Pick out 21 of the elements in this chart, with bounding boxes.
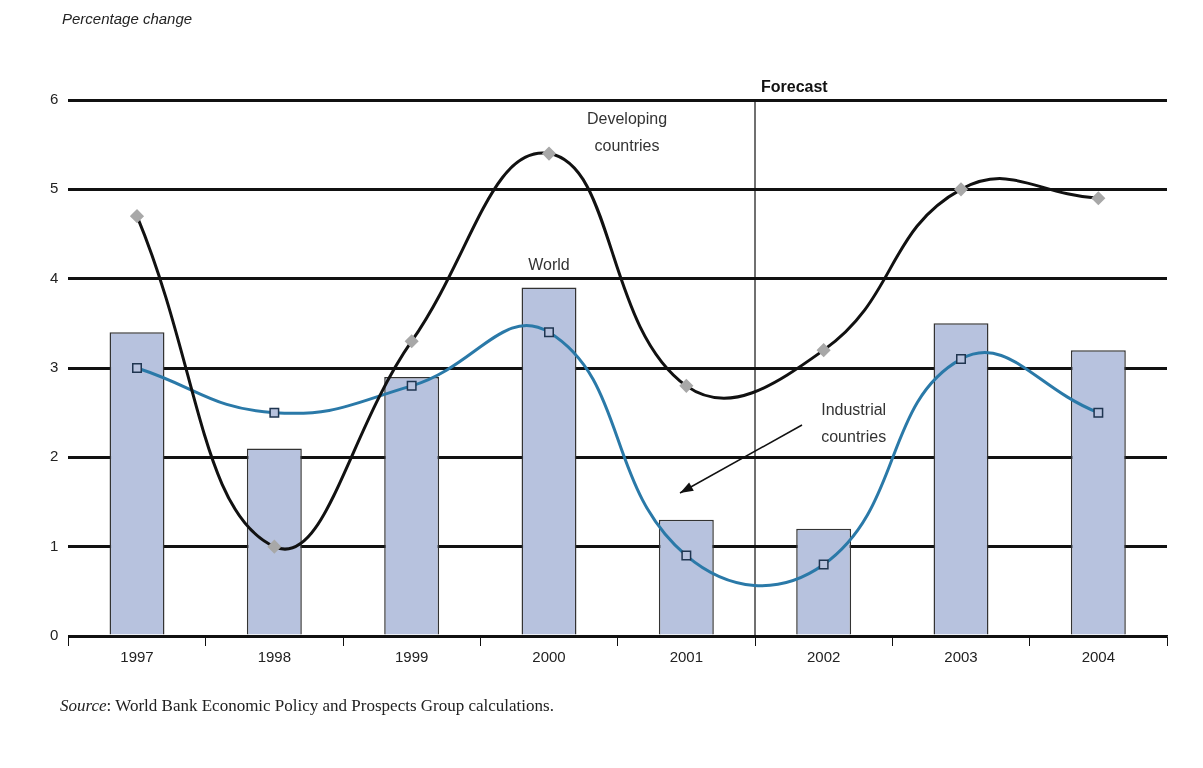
y-tick-label: 1 [50, 536, 59, 554]
y-tick-label: 2 [50, 447, 59, 465]
series-label: World [528, 255, 570, 273]
source-note: Source: World Bank Economic Policy and Prospects Group calculations. [60, 696, 554, 716]
x-tick-label: 1997 [120, 648, 154, 666]
x-tick-label: 1999 [394, 648, 429, 666]
y-tick-label: 6 [50, 90, 59, 108]
x-tick-label: 2000 [532, 648, 566, 666]
x-tick-label: 2001 [669, 648, 704, 666]
y-tick-label: 3 [50, 358, 59, 376]
series-label: Industrial countries [821, 400, 887, 445]
y-axis-title: Percentage change [62, 10, 193, 27]
series-label: Developing countries [586, 109, 668, 154]
x-tick-label: 2004 [1081, 648, 1116, 666]
y-tick-label: 5 [50, 179, 59, 197]
x-tick-label: 2003 [944, 648, 978, 666]
ref-line-label: Forecast [761, 78, 829, 95]
y-tick-label: 4 [50, 268, 59, 286]
x-tick-label: 1998 [257, 648, 292, 666]
x-tick-label: 2002 [806, 648, 841, 666]
y-tick-label: 0 [50, 626, 59, 644]
